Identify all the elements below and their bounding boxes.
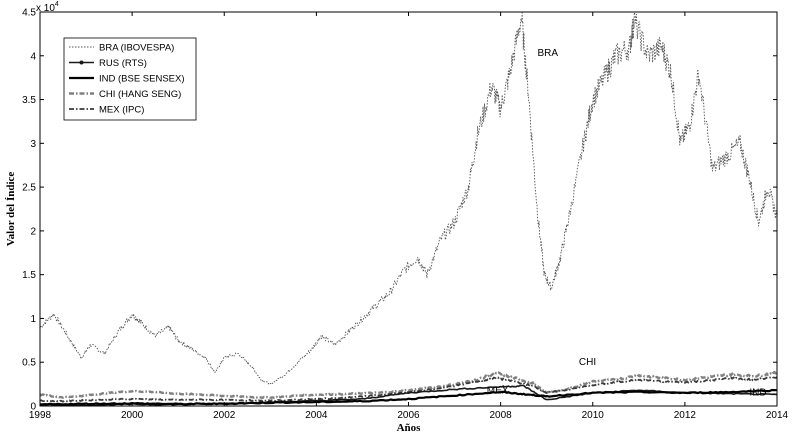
y-tick-label: 4.5: [22, 8, 36, 19]
y-axis-exponent: x 104: [36, 1, 59, 14]
x-tick-label: 2014: [766, 410, 789, 421]
x-tick-label: 2012: [674, 410, 697, 421]
annotation-bra: BRA: [537, 48, 558, 59]
annotation-ind: IND: [749, 387, 766, 398]
x-tick-label: 2006: [397, 410, 420, 421]
y-tick-label: 3.5: [22, 95, 36, 106]
x-tick-label: 1998: [29, 410, 52, 421]
legend-entry: BRA (IBOVESPA): [99, 43, 174, 54]
x-tick-label: 2002: [213, 410, 236, 421]
legend-marker: [79, 60, 84, 65]
y-tick-label: 0: [30, 402, 36, 413]
series-line-3: [40, 388, 778, 406]
y-tick-label: 2.5: [22, 183, 36, 194]
x-tick-label: 2004: [305, 410, 328, 421]
y-tick-label: 0.5: [22, 358, 36, 369]
y-tick-label: 2: [30, 226, 36, 237]
series-line-4: [39, 370, 778, 400]
legend-entry: IND (BSE SENSEX): [99, 74, 185, 85]
legend-entry: CHI (HANG SENG): [99, 89, 181, 100]
y-tick-label: 3: [30, 139, 36, 150]
x-tick-label: 2008: [490, 410, 513, 421]
series-line-1: [39, 12, 778, 385]
legend: BRA (IBOVESPA) RUS (RTS) IND (BSE SENSEX) C…: [63, 37, 197, 121]
y-axis-label: Valor del Índice: [5, 172, 17, 247]
y-tick-label: 1: [30, 314, 36, 325]
legend-entry: RUS (RTS): [99, 58, 147, 69]
x-axis-label: Años: [397, 422, 422, 434]
plot-lines: [39, 12, 778, 407]
annotation-mex: MEX: [487, 386, 509, 397]
y-axis-ticks: 0 0.5 1 1.5 2 2.5 3 3.5 4 4.5: [22, 8, 777, 413]
legend-entry: MEX (IPC): [99, 105, 144, 116]
y-tick-label: 1.5: [22, 270, 36, 281]
series-line-5: [39, 375, 778, 403]
y-tick-label: 4: [30, 51, 36, 62]
x-tick-label: 2010: [582, 410, 605, 421]
series-annotations: BRA CHI MEX IND: [487, 48, 767, 399]
x-axis-ticks: 1998 2000 2002 2004 2006 2008 2010 2012 2014: [29, 12, 789, 421]
x-tick-label: 2000: [121, 410, 144, 421]
annotation-chi: CHI: [579, 357, 596, 368]
